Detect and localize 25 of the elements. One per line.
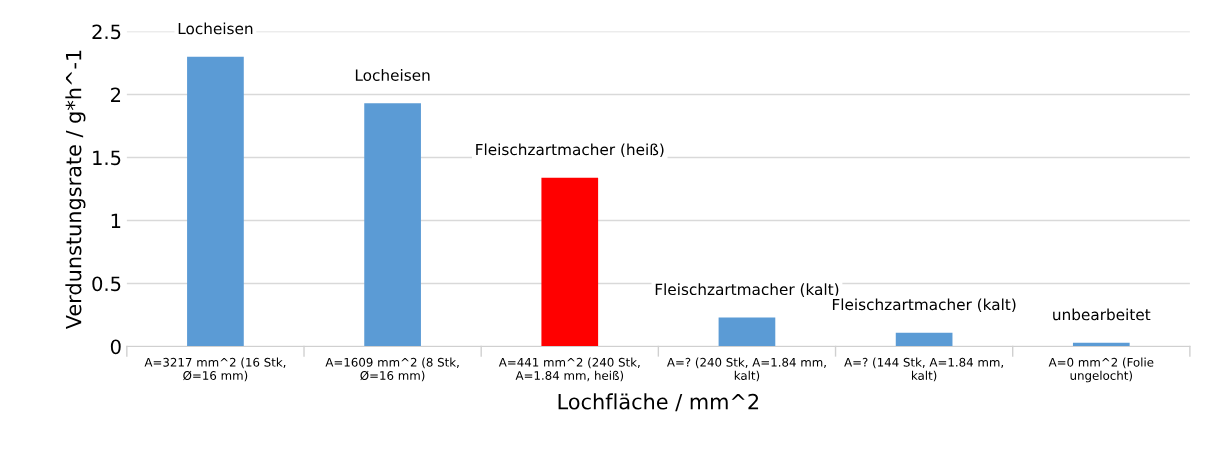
x-tick-label: A=? (240 Stk, A=1.84 mm, kalt) xyxy=(666,357,826,382)
y-tick-label: 0 xyxy=(110,339,121,355)
bar xyxy=(541,177,599,347)
y-tick-label: 0.5 xyxy=(92,276,121,292)
annotation: Fleischzartmacher (kalt) xyxy=(832,298,1016,313)
y-tick-label: 1.5 xyxy=(93,150,121,166)
bar xyxy=(187,56,244,347)
x-tick-label: A=0 mm^2 (Folie ungelocht) xyxy=(1048,357,1154,383)
annotation: Locheisen xyxy=(178,22,253,35)
bar xyxy=(895,332,953,347)
x-tick-label: A=3217 mm^2 (16 Stk, Ø=16 mm) xyxy=(144,357,286,382)
y-tick-label: 2 xyxy=(111,87,121,102)
y-axis-title: Verdunstungsrate / g*h^-1 xyxy=(65,50,86,330)
annotation: Fleischzartmacher (kalt) xyxy=(655,283,839,297)
x-tick-label: A=? (144 Stk, A=1.84 mm, kalt) xyxy=(844,357,1004,382)
bar xyxy=(364,103,421,347)
y-tick-label: 2.5 xyxy=(92,24,121,40)
annotation: Fleischzartmacher (heiß) xyxy=(476,143,664,158)
x-tick-label: A=1609 mm^2 (8 Stk, Ø=16 mm) xyxy=(325,357,459,382)
bar xyxy=(718,317,776,347)
annotation: Locheisen xyxy=(355,69,430,81)
y-tick-label: 1 xyxy=(111,213,121,228)
annotation: unbearbeitet xyxy=(1053,308,1151,321)
x-tick-label: A=441 mm^2 (240 Stk, A=1.84 mm, heiß) xyxy=(498,357,640,382)
x-axis-title: Lochfläche / mm^2 xyxy=(558,393,759,412)
